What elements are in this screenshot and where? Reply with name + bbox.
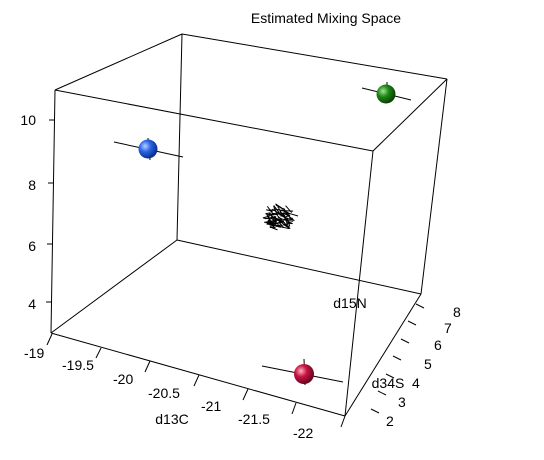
- box-edge-front-left: [50, 89, 56, 334]
- z-axis-label: d34S: [372, 375, 405, 391]
- z-tick-mark: [407, 320, 417, 326]
- source-red-marker: [294, 364, 314, 384]
- mixture-sample-stroke: [282, 212, 290, 224]
- mixture-sample-stroke: [277, 216, 282, 220]
- source-green-marker: [376, 84, 396, 104]
- mixture-sample-stroke: [273, 208, 286, 212]
- z-tick-label: 8: [453, 304, 461, 320]
- box-edge-back-top: [181, 33, 448, 80]
- y-tick-label: 10: [20, 112, 36, 128]
- x-tick-mark: [144, 360, 151, 373]
- x-tick-mark: [95, 347, 102, 359]
- y-tick-label: 4: [28, 296, 36, 312]
- mixture-sample-stroke: [273, 221, 283, 225]
- z-tick-label: 6: [434, 337, 442, 353]
- x-tick-label: -21: [201, 398, 221, 414]
- z-tick-mark: [415, 303, 425, 309]
- box-edge-top-right: [372, 78, 448, 152]
- box-edge-top-left: [54, 33, 183, 91]
- box-edge-bottom-left: [50, 239, 178, 334]
- source-red: [261, 358, 344, 386]
- mixture-sample-stroke: [272, 222, 279, 224]
- y-axis: 4 6 8 10 d15N: [20, 112, 366, 312]
- x-axis-label: d13C: [155, 411, 188, 427]
- mixture-sample-stroke: [275, 203, 286, 211]
- mixture-sample-stroke: [273, 205, 279, 217]
- x-tick-mark: [193, 374, 200, 387]
- mixture-sample-stroke: [275, 225, 282, 228]
- x-tick-mark: [46, 333, 53, 346]
- z-tick-label: 7: [444, 320, 452, 336]
- mixture-sample-stroke: [282, 221, 291, 229]
- source-blue: [113, 137, 184, 161]
- z-tick-mark: [370, 408, 380, 414]
- mixture-sample-stroke: [285, 222, 293, 225]
- source-points: [113, 82, 412, 386]
- y-tick-label: 8: [28, 177, 36, 193]
- z-tick-label: 4: [412, 375, 420, 391]
- z-tick-mark: [385, 373, 395, 379]
- box-edge-back-right: [420, 78, 448, 295]
- x-tick-mark: [291, 402, 297, 415]
- mixture-sample-stroke: [286, 212, 299, 217]
- box-edge-back-bottom: [176, 239, 422, 295]
- z-tick-mark: [392, 355, 402, 361]
- mixture-sample-stroke: [279, 224, 284, 227]
- mixture-cloud: [262, 203, 299, 231]
- z-tick-label: 2: [386, 413, 394, 429]
- z-tick-mark: [400, 338, 410, 344]
- x-tick-label: -19: [24, 345, 44, 361]
- mixture-sample-stroke: [273, 205, 281, 215]
- x-tick-mark: [340, 415, 346, 428]
- source-blue-marker: [138, 139, 158, 159]
- source-green: [361, 82, 412, 104]
- mixture-sample-stroke: [268, 209, 273, 213]
- z-tick-label: 3: [398, 394, 406, 410]
- box-edge-bottom-right: [344, 293, 422, 417]
- z-axis: 2 3 4 5 6 7 8 d34S: [370, 303, 461, 429]
- x-tick-label: -22: [293, 425, 313, 441]
- x-tick-mark: [242, 388, 249, 401]
- x-tick-label: -19.5: [62, 357, 94, 373]
- y-tick-label: 6: [28, 238, 36, 254]
- x-tick-label: -20: [113, 371, 133, 387]
- mixture-sample-stroke: [276, 218, 284, 221]
- x-tick-label: -21.5: [238, 411, 270, 427]
- mixture-sample-stroke: [266, 223, 279, 227]
- mixture-sample-stroke: [265, 212, 271, 215]
- y-axis-label: d15N: [333, 295, 366, 311]
- z-tick-label: 5: [424, 356, 432, 372]
- x-axis: -19 -19.5 -20 -20.5 -21 -21.5 -22 d13C: [24, 333, 346, 441]
- box-edge-front-right: [344, 150, 374, 417]
- chart-title: Estimated Mixing Space: [251, 10, 401, 26]
- mixture-sample-stroke: [277, 206, 285, 218]
- mixture-sample-stroke: [270, 215, 276, 220]
- mixture-sample-stroke: [266, 213, 275, 216]
- plot-box: [50, 33, 448, 417]
- mixture-sample-stroke: [262, 215, 270, 219]
- mixture-sample-stroke: [272, 218, 285, 222]
- mixture-sample-stroke: [283, 210, 289, 214]
- x-tick-label: -20.5: [148, 385, 180, 401]
- box-edge-back-left: [176, 33, 183, 241]
- box-edge-front-top: [54, 89, 374, 152]
- z-tick-mark: [377, 390, 387, 396]
- box-edge-front-bottom: [50, 332, 346, 417]
